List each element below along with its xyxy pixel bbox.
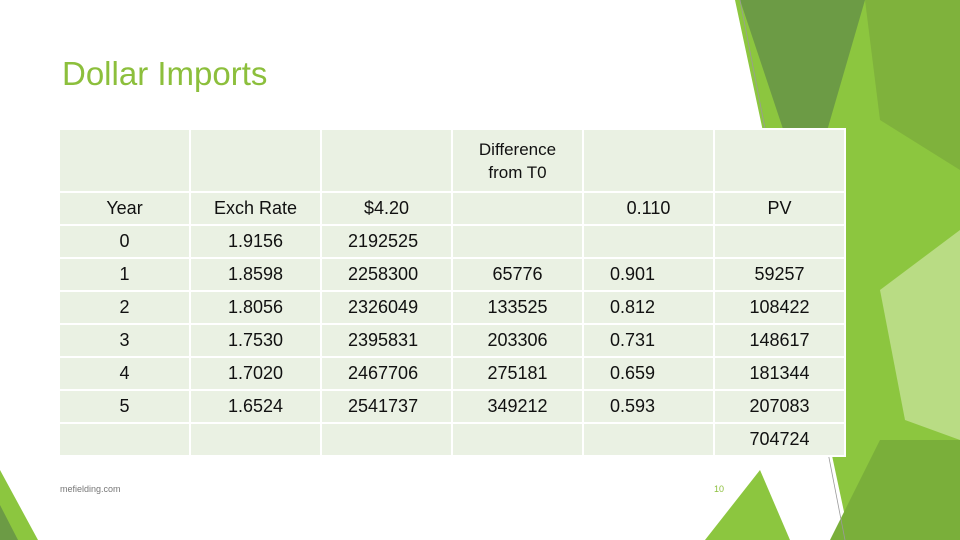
pv-cell: 148617 [713,323,846,358]
slide-title: Dollar Imports [62,55,268,92]
factor-cell: 0.731 [582,323,715,358]
year-cell: 4 [58,356,191,391]
deco-facet-bottom [830,440,960,540]
header-cell-empty-6 [713,128,846,193]
rate-cell: 1.8056 [189,290,322,325]
factor-cell: 0.812 [582,290,715,325]
deco-facet-pale [880,230,960,440]
label-price: $4.20 [320,191,453,226]
amount-cell: 2326049 [320,290,453,325]
label-discount: 0.110 [582,191,715,226]
diff-cell [451,224,584,259]
total-empty-5 [582,422,715,457]
deco-facet-bottom-left [0,470,38,540]
deco-facet-bottom-left-dark [0,505,18,540]
label-exch-rate: Exch Rate [189,191,322,226]
year-cell: 2 [58,290,191,325]
table-row: 0 1.9156 2192525 [58,224,846,259]
factor-cell [582,224,715,259]
table-row: 3 1.7530 2395831 203306 0.731 148617 [58,323,846,358]
header-cell-empty-5 [582,128,715,193]
diff-cell: 275181 [451,356,584,391]
table-row: 5 1.6524 2541737 349212 0.593 207083 [58,389,846,424]
factor-cell: 0.901 [582,257,715,292]
pv-cell: 108422 [713,290,846,325]
table-label-row: Year Exch Rate $4.20 0.110 PV [58,191,846,226]
rate-cell: 1.7530 [189,323,322,358]
header-cell-empty-1 [58,128,191,193]
label-empty [451,191,584,226]
header-difference-line1: Difference [478,139,557,159]
header-cell-empty-3 [320,128,453,193]
year-cell: 0 [58,224,191,259]
diff-cell: 203306 [451,323,584,358]
table-total-row: 704724 [58,422,846,457]
total-pv-cell: 704724 [713,422,846,457]
header-cell-empty-2 [189,128,322,193]
total-empty-3 [320,422,453,457]
pv-cell: 207083 [713,389,846,424]
data-table: Difference from T0 Year Exch Rate $4.20 0… [58,128,846,457]
rate-cell: 1.7020 [189,356,322,391]
pv-cell: 59257 [713,257,846,292]
diff-cell: 133525 [451,290,584,325]
table-header-row: Difference from T0 [58,128,846,193]
year-cell: 3 [58,323,191,358]
factor-cell: 0.593 [582,389,715,424]
rate-cell: 1.8598 [189,257,322,292]
diff-cell: 65776 [451,257,584,292]
year-cell: 1 [58,257,191,292]
amount-cell: 2192525 [320,224,453,259]
total-empty-1 [58,422,191,457]
amount-cell: 2395831 [320,323,453,358]
amount-cell: 2541737 [320,389,453,424]
header-difference: Difference from T0 [451,128,584,193]
table-row: 4 1.7020 2467706 275181 0.659 181344 [58,356,846,391]
label-year: Year [58,191,191,226]
rate-cell: 1.6524 [189,389,322,424]
deco-facet-bottom-right-small [705,470,790,540]
deco-facet-dark [740,0,865,155]
total-empty-4 [451,422,584,457]
amount-cell: 2258300 [320,257,453,292]
label-pv: PV [713,191,846,226]
table-row: 1 1.8598 2258300 65776 0.901 59257 [58,257,846,292]
pv-cell [713,224,846,259]
year-cell: 5 [58,389,191,424]
deco-facet-mid [865,0,960,170]
total-empty-2 [189,422,322,457]
table-row: 2 1.8056 2326049 133525 0.812 108422 [58,290,846,325]
diff-cell: 349212 [451,389,584,424]
footer-text: mefielding.com [60,484,121,494]
rate-cell: 1.9156 [189,224,322,259]
header-difference-line2: from T0 [488,162,547,182]
pv-cell: 181344 [713,356,846,391]
page-number: 10 [714,484,725,494]
amount-cell: 2467706 [320,356,453,391]
factor-cell: 0.659 [582,356,715,391]
